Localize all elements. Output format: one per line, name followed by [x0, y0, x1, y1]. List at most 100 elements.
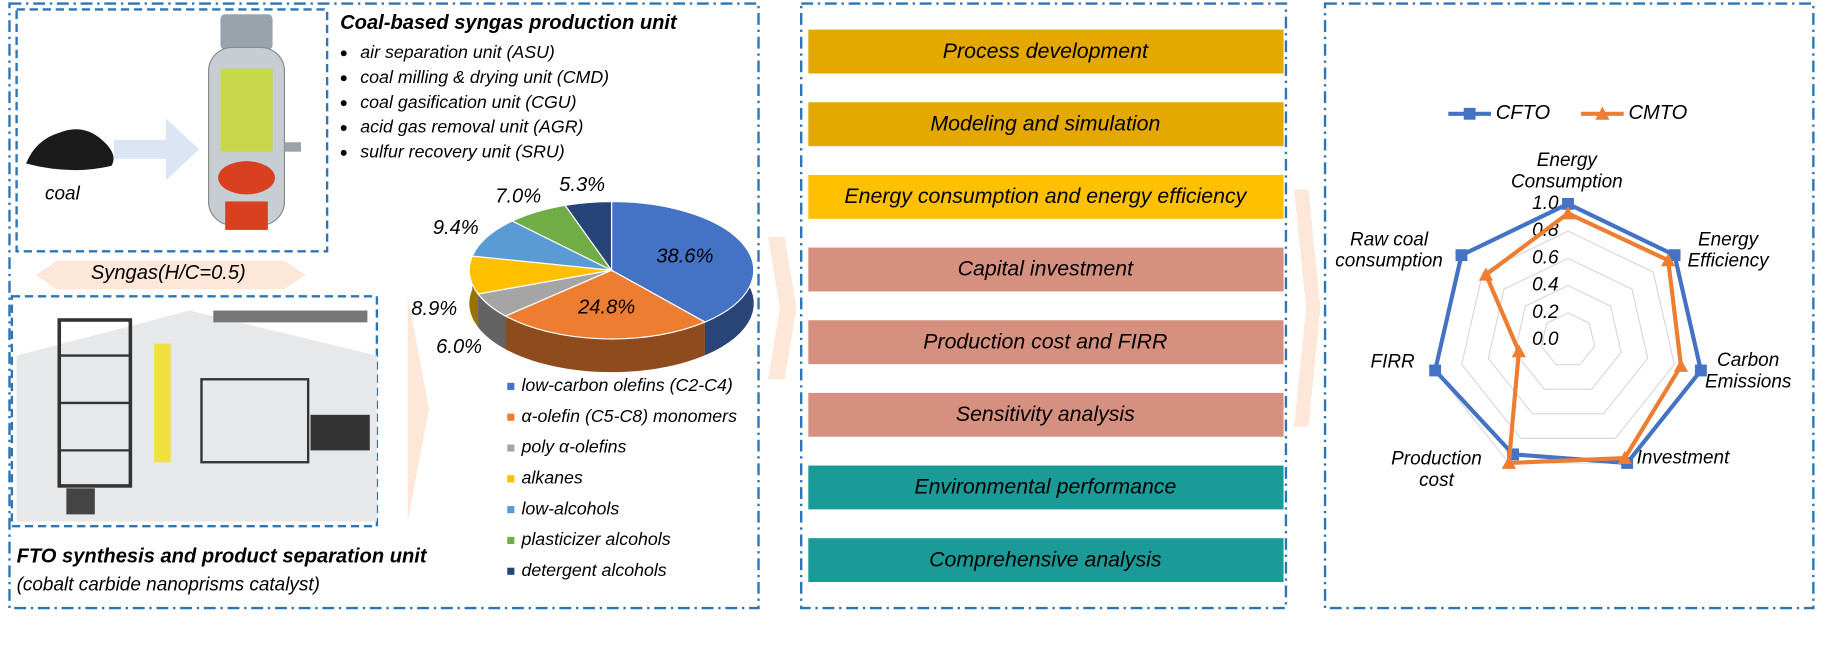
pie-side: [478, 293, 506, 350]
syngas-item: coal milling & drying unit (CMD): [360, 67, 609, 87]
legend-marker: [507, 506, 515, 514]
pie-value-label: 9.4%: [433, 217, 479, 239]
legend-label: alkanes: [521, 468, 582, 488]
pie-value-label: 5.3%: [559, 174, 605, 196]
r-tick-label: 0.6: [1532, 247, 1559, 268]
step-label: Environmental performance: [914, 475, 1176, 499]
coal-arrow: [113, 118, 200, 181]
arrow-right-2: [768, 237, 797, 380]
coal-image: [26, 129, 114, 171]
radar-axis-label: Energy Efficiency: [1687, 229, 1769, 272]
legend-marker: [1595, 106, 1610, 120]
arrow-right-3: [1294, 189, 1321, 427]
pie-value-label: 38.6%: [656, 245, 713, 267]
series-line: [1432, 201, 1704, 466]
legend-marker: [507, 382, 515, 390]
grid-line: [1487, 257, 1649, 415]
marker: [1560, 206, 1576, 220]
step-box: [808, 392, 1284, 437]
pie-value-label: 8.9%: [411, 298, 457, 320]
r-tick-label: 0.0: [1532, 329, 1559, 350]
radar-axis-label: FIRR: [1370, 352, 1415, 373]
grid-line: [1514, 284, 1622, 390]
grid-line: [1540, 312, 1596, 366]
step-label: Sensitivity analysis: [956, 402, 1135, 426]
syngas-title: Coal-based syngas production unit: [340, 12, 678, 34]
syngas-label: Syngas(H/C=0.5): [91, 262, 246, 284]
marker: [1429, 364, 1442, 377]
panel-middle: [800, 2, 1288, 610]
gasifier-image: [208, 14, 302, 230]
marker: [1562, 197, 1574, 210]
marker: [1507, 448, 1519, 461]
step-label: Modeling and simulation: [930, 111, 1160, 135]
legend-marker: [507, 567, 515, 575]
bullet: [340, 100, 347, 107]
plant-image: [16, 310, 377, 522]
legend-label: CMTO: [1628, 102, 1687, 124]
arrow-right-1: [407, 296, 430, 522]
r-tick-label: 1.0: [1532, 193, 1559, 214]
step-box: [808, 538, 1284, 583]
step-label: Comprehensive analysis: [929, 547, 1162, 571]
legend-label: plasticizer alcohols: [520, 529, 670, 549]
pie-slice: [504, 269, 707, 340]
syngas-item: air separation unit (ASU): [360, 42, 555, 62]
legend-label: low-carbon olefins (C2-C4): [521, 375, 732, 395]
step-label: Production cost and FIRR: [923, 329, 1167, 353]
syngas-item: acid gas removal unit (AGR): [360, 117, 583, 137]
radar-axis-label: Raw coal consumption: [1335, 229, 1443, 272]
legend-label: low-alcohols: [521, 498, 619, 518]
marker: [1673, 358, 1689, 372]
pie-slice: [468, 255, 612, 295]
bullet: [340, 50, 347, 57]
coal-label: coal: [45, 183, 81, 204]
legend-label: α-olefin (C5-C8) monomers: [521, 406, 737, 426]
marker: [1661, 253, 1676, 267]
pie-side: [505, 316, 705, 373]
step-box: [808, 320, 1284, 365]
step-box: [808, 465, 1284, 510]
legend-marker: [507, 475, 515, 483]
step-label: Energy consumption and energy efficiency: [844, 184, 1247, 208]
radar-axis-label: Production cost: [1391, 449, 1482, 491]
legend-label: poly α-olefins: [520, 437, 626, 457]
pie-value-label: 7.0%: [495, 185, 541, 207]
syngas-box: [15, 8, 329, 253]
bullet: [340, 75, 347, 82]
marker: [1668, 249, 1681, 262]
legend-marker: [507, 413, 515, 421]
pie-slice: [471, 220, 612, 271]
radar-axis-label: Energy Consumption: [1510, 150, 1623, 193]
grid-line: [1461, 230, 1675, 439]
radar-axis-label: Investment: [1636, 448, 1730, 469]
marker: [1501, 455, 1516, 469]
legend-label: detergent alcohols: [521, 560, 666, 580]
grid-line: [1434, 203, 1702, 464]
syngas-arrow: [35, 260, 306, 290]
syngas-item: coal gasification unit (CGU): [360, 92, 576, 112]
pie-slice: [564, 200, 613, 273]
fto-box: [10, 295, 379, 528]
pie-value-label: 24.8%: [577, 296, 635, 318]
step-box: [808, 29, 1284, 74]
r-tick-label: 0.4: [1532, 275, 1558, 296]
radar-axis-label: Carbon Emissions: [1704, 350, 1792, 393]
fto-subtitle: (cobalt carbide nanoprisms catalyst): [17, 575, 320, 596]
pie-value-label: 6.0%: [436, 336, 482, 358]
fto-title: FTO synthesis and product separation uni…: [17, 545, 428, 567]
legend-marker: [507, 444, 515, 452]
step-label: Process development: [943, 39, 1149, 63]
bullet: [340, 149, 347, 156]
panel-left: [8, 2, 760, 610]
marker: [1617, 450, 1632, 464]
step-box: [808, 247, 1284, 292]
legend-label: CFTO: [1496, 102, 1551, 124]
r-tick-label: 0.2: [1532, 302, 1559, 323]
series-line: [1483, 210, 1684, 466]
legend-marker: [507, 536, 515, 545]
marker: [1694, 364, 1707, 377]
step-label: Capital investment: [958, 257, 1135, 281]
